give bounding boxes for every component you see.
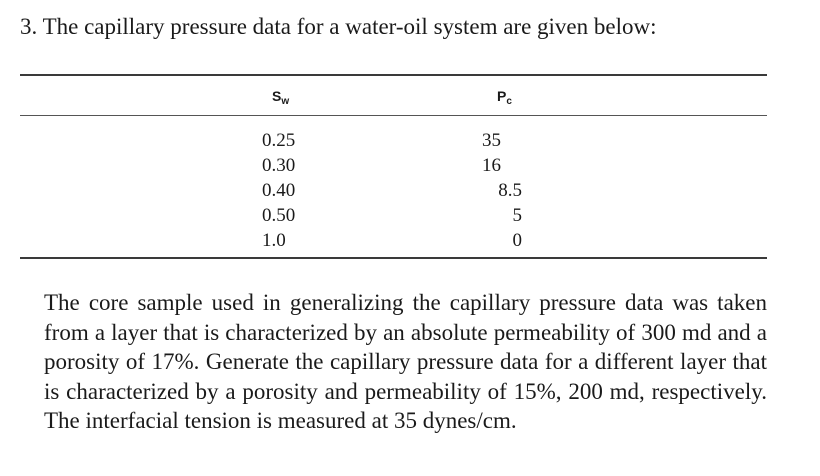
question-heading: 3. The capillary pressure data for a wat… <box>20 14 657 39</box>
table-cell-sw: 0.25 <box>262 130 296 151</box>
table-cell-pc: 16 <box>482 155 501 176</box>
column-header-sw-main: S <box>272 88 282 104</box>
column-header-sw: Sw <box>272 87 289 111</box>
column-header-pc: Pc <box>497 87 512 111</box>
table-cell-sw: 1.0 <box>262 230 286 251</box>
table-cell-sw: 0.50 <box>262 205 296 226</box>
table-cell-pc: 0 <box>512 230 523 251</box>
table-cell-pc: 35 <box>482 130 501 151</box>
table-header-rule <box>20 115 767 116</box>
table-cell-pc: 8.5 <box>498 180 522 201</box>
pc-column: 35 16 8.5 5 0 <box>482 128 522 253</box>
table-top-rule <box>20 74 767 76</box>
column-header-pc-main: P <box>497 88 507 104</box>
table-cell-sw: 0.30 <box>262 155 296 176</box>
problem-paragraph: The core sample used in generalizing the… <box>44 290 767 434</box>
table-cell-sw: 0.40 <box>262 180 296 201</box>
column-header-sw-sub: w <box>281 96 290 107</box>
column-header-pc-sub: c <box>506 96 512 107</box>
table-bottom-rule <box>20 257 767 259</box>
sw-column: 0.25 0.30 0.40 0.50 1.0 <box>262 128 295 253</box>
table-cell-pc: 5 <box>512 205 523 226</box>
